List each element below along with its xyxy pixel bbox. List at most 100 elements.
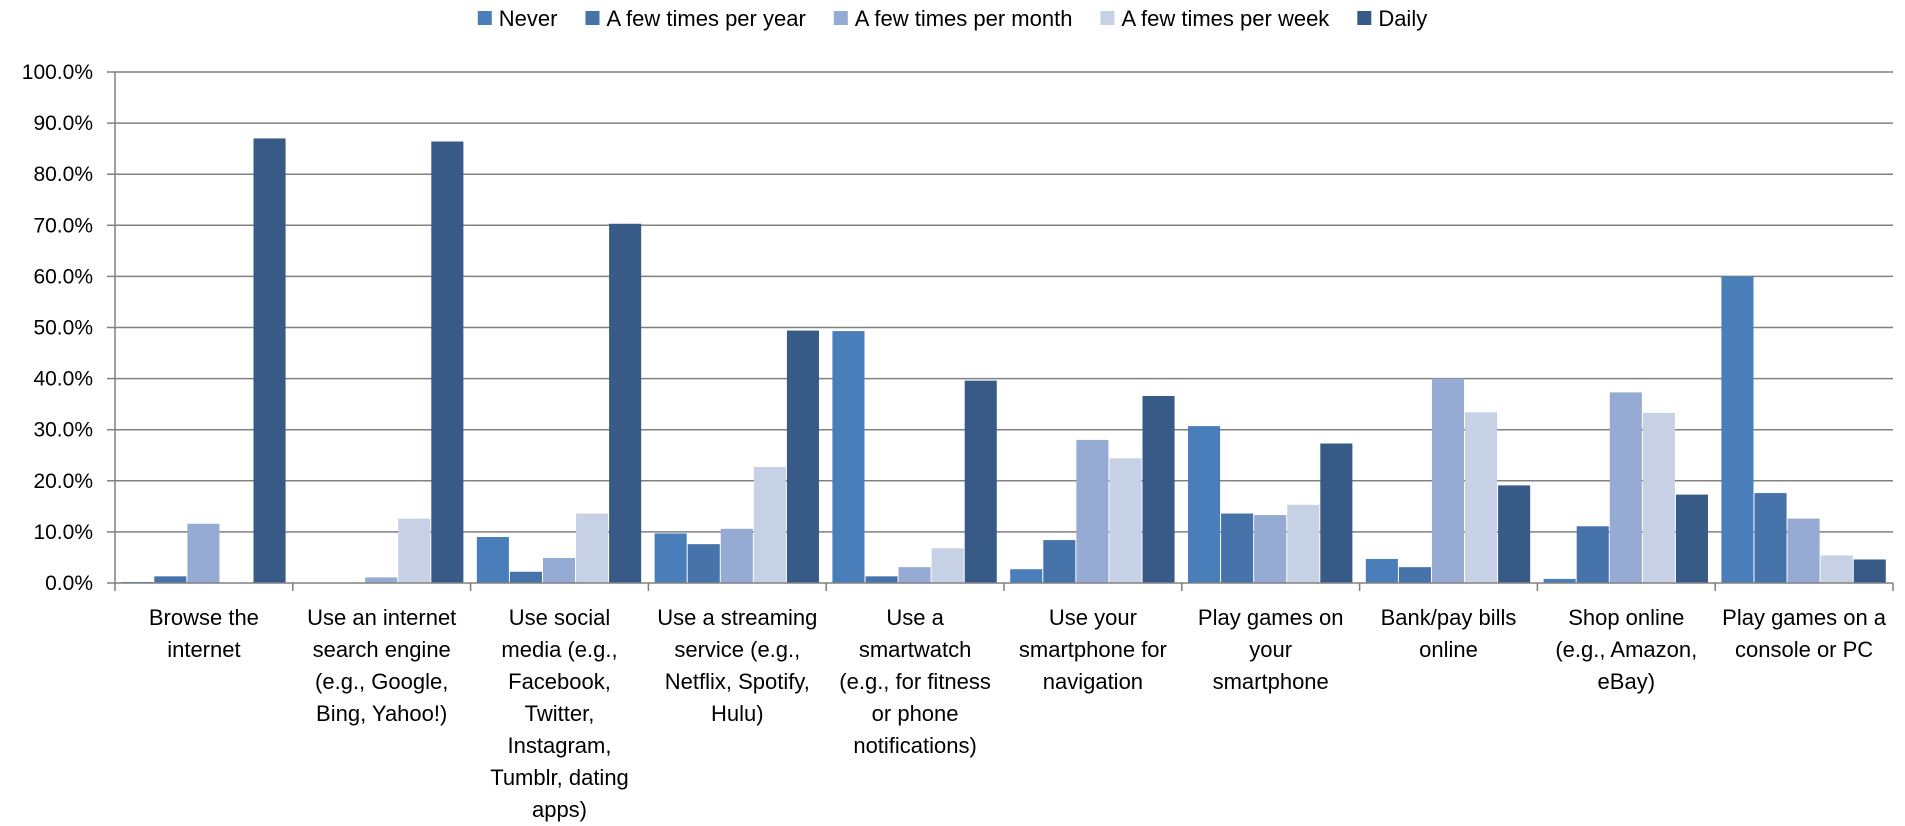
y-axis-tick-labels: 0.0% 10.0% 20.0% 30.0% 40.0% 50.0% 60.0% 70.0% 8… (22, 61, 93, 595)
x-category-label-line: Bank/pay bills (1381, 605, 1517, 630)
bar (1754, 493, 1787, 583)
y-tick-label: 70.0% (33, 214, 93, 237)
bar (1431, 378, 1465, 583)
bar (898, 567, 931, 583)
legend-swatch (477, 11, 492, 25)
bar (1221, 513, 1254, 583)
x-category-label-line: Use a streaming (657, 605, 817, 630)
x-category-label-line: Tumblr, dating (490, 765, 629, 790)
x-category-label: Use social media (e.g., Facebook, Twitter, I… (490, 605, 629, 822)
x-category-label-line: Use a (886, 605, 944, 630)
bar (931, 548, 964, 583)
bar (154, 576, 187, 583)
bar (1465, 412, 1498, 583)
x-category-label-line: service (e.g., (674, 637, 800, 662)
x-category-label: Use your smartphone for navigation (1019, 605, 1167, 694)
bar (1287, 504, 1320, 583)
y-tick-label: 100.0% (22, 61, 93, 84)
x-category-label: Play games on your smartphone (1198, 605, 1344, 694)
x-category-label: Use an internet search engine (e.g., Googl… (307, 605, 456, 726)
x-category-label-line: Shop online (1568, 605, 1684, 630)
bar (1365, 558, 1398, 583)
bar (964, 380, 997, 583)
legend-item: A few times per month (833, 6, 1073, 31)
gridlines (115, 71, 1893, 533)
y-tick-label: 30.0% (33, 419, 93, 442)
x-category-label: Use a smartwatch (e.g., for fitness or phon… (839, 605, 991, 758)
bar (832, 331, 865, 583)
x-category-label-line: Netflix, Spotify, (665, 669, 810, 694)
bar (1076, 439, 1109, 583)
bar (1320, 443, 1353, 583)
legend-item: Never (477, 6, 558, 31)
x-category-label-line: Browse the (149, 605, 259, 630)
x-category-label-line: eBay) (1598, 669, 1655, 694)
bar (431, 141, 464, 583)
x-category-label-line: smartphone (1213, 669, 1329, 694)
x-category-label-line: console or PC (1735, 637, 1873, 662)
legend-swatch (585, 11, 600, 25)
bar (1398, 567, 1431, 583)
x-category-label-line: your (1249, 637, 1292, 662)
y-tick-label: 20.0% (33, 470, 93, 493)
bar (786, 330, 819, 583)
x-category-label-line: navigation (1043, 669, 1143, 694)
legend-label: Never (499, 6, 558, 31)
bar (398, 518, 431, 583)
x-category-label-line: search engine (313, 637, 451, 662)
x-category-label-line: Use an internet (307, 605, 456, 630)
bar (365, 577, 398, 583)
x-category-label: Browse the internet (149, 605, 259, 662)
bar (1576, 526, 1609, 583)
x-axis-category-labels: Browse the internet Use an internet search … (149, 605, 1887, 822)
x-category-label-line: smartwatch (859, 637, 971, 662)
legend-item: A few times per week (1100, 6, 1330, 31)
bar (1853, 559, 1886, 583)
x-category-label-line: Instagram, (508, 733, 612, 758)
x-category-label-line: (e.g., Amazon, (1555, 637, 1697, 662)
bar (476, 537, 509, 583)
bar (509, 571, 542, 583)
x-category-label-line: Hulu) (711, 701, 764, 726)
y-tick-label: 80.0% (33, 163, 93, 186)
bar (687, 544, 720, 583)
x-category-label-line: notifications) (853, 733, 977, 758)
y-tick-label: 40.0% (33, 368, 93, 391)
bar (654, 533, 687, 583)
bar (576, 513, 609, 583)
legend-swatch (1357, 11, 1372, 25)
x-category-label-line: internet (167, 637, 240, 662)
bar (1010, 569, 1043, 583)
x-category-label: Bank/pay bills online (1381, 605, 1517, 662)
y-tick-label: 0.0% (45, 572, 93, 595)
bar (1498, 485, 1531, 583)
x-category-label: Use a streaming service (e.g., Netflix, Sp… (657, 605, 817, 726)
bar (187, 523, 220, 583)
bar (1820, 555, 1853, 583)
legend-swatch (1100, 11, 1115, 25)
x-category-label-line: or phone (872, 701, 959, 726)
bar (1721, 276, 1754, 583)
bar (865, 576, 898, 583)
legend-label: A few times per month (855, 6, 1073, 31)
y-tick-label: 60.0% (33, 265, 93, 288)
y-tick-label: 90.0% (33, 112, 93, 135)
x-category-label-line: (e.g., for fitness (839, 669, 991, 694)
bar (253, 138, 286, 583)
bars (121, 138, 1886, 583)
bar (1543, 578, 1576, 583)
x-category-label-line: Play games on (1198, 605, 1344, 630)
bar (1254, 515, 1287, 583)
x-category-label-line: Twitter, (525, 701, 595, 726)
bar (720, 528, 753, 583)
bar (1043, 540, 1076, 583)
legend: Never A few times per year A few times per… (477, 6, 1427, 31)
bar (609, 223, 642, 583)
x-category-label-line: smartphone for (1019, 637, 1167, 662)
x-category-label-line: Play games on a (1722, 605, 1887, 630)
x-category-label: Play games on a console or PC (1722, 605, 1887, 662)
legend-swatch (833, 11, 848, 25)
bar (1109, 458, 1142, 583)
x-category-label-line: media (e.g., (501, 637, 617, 662)
